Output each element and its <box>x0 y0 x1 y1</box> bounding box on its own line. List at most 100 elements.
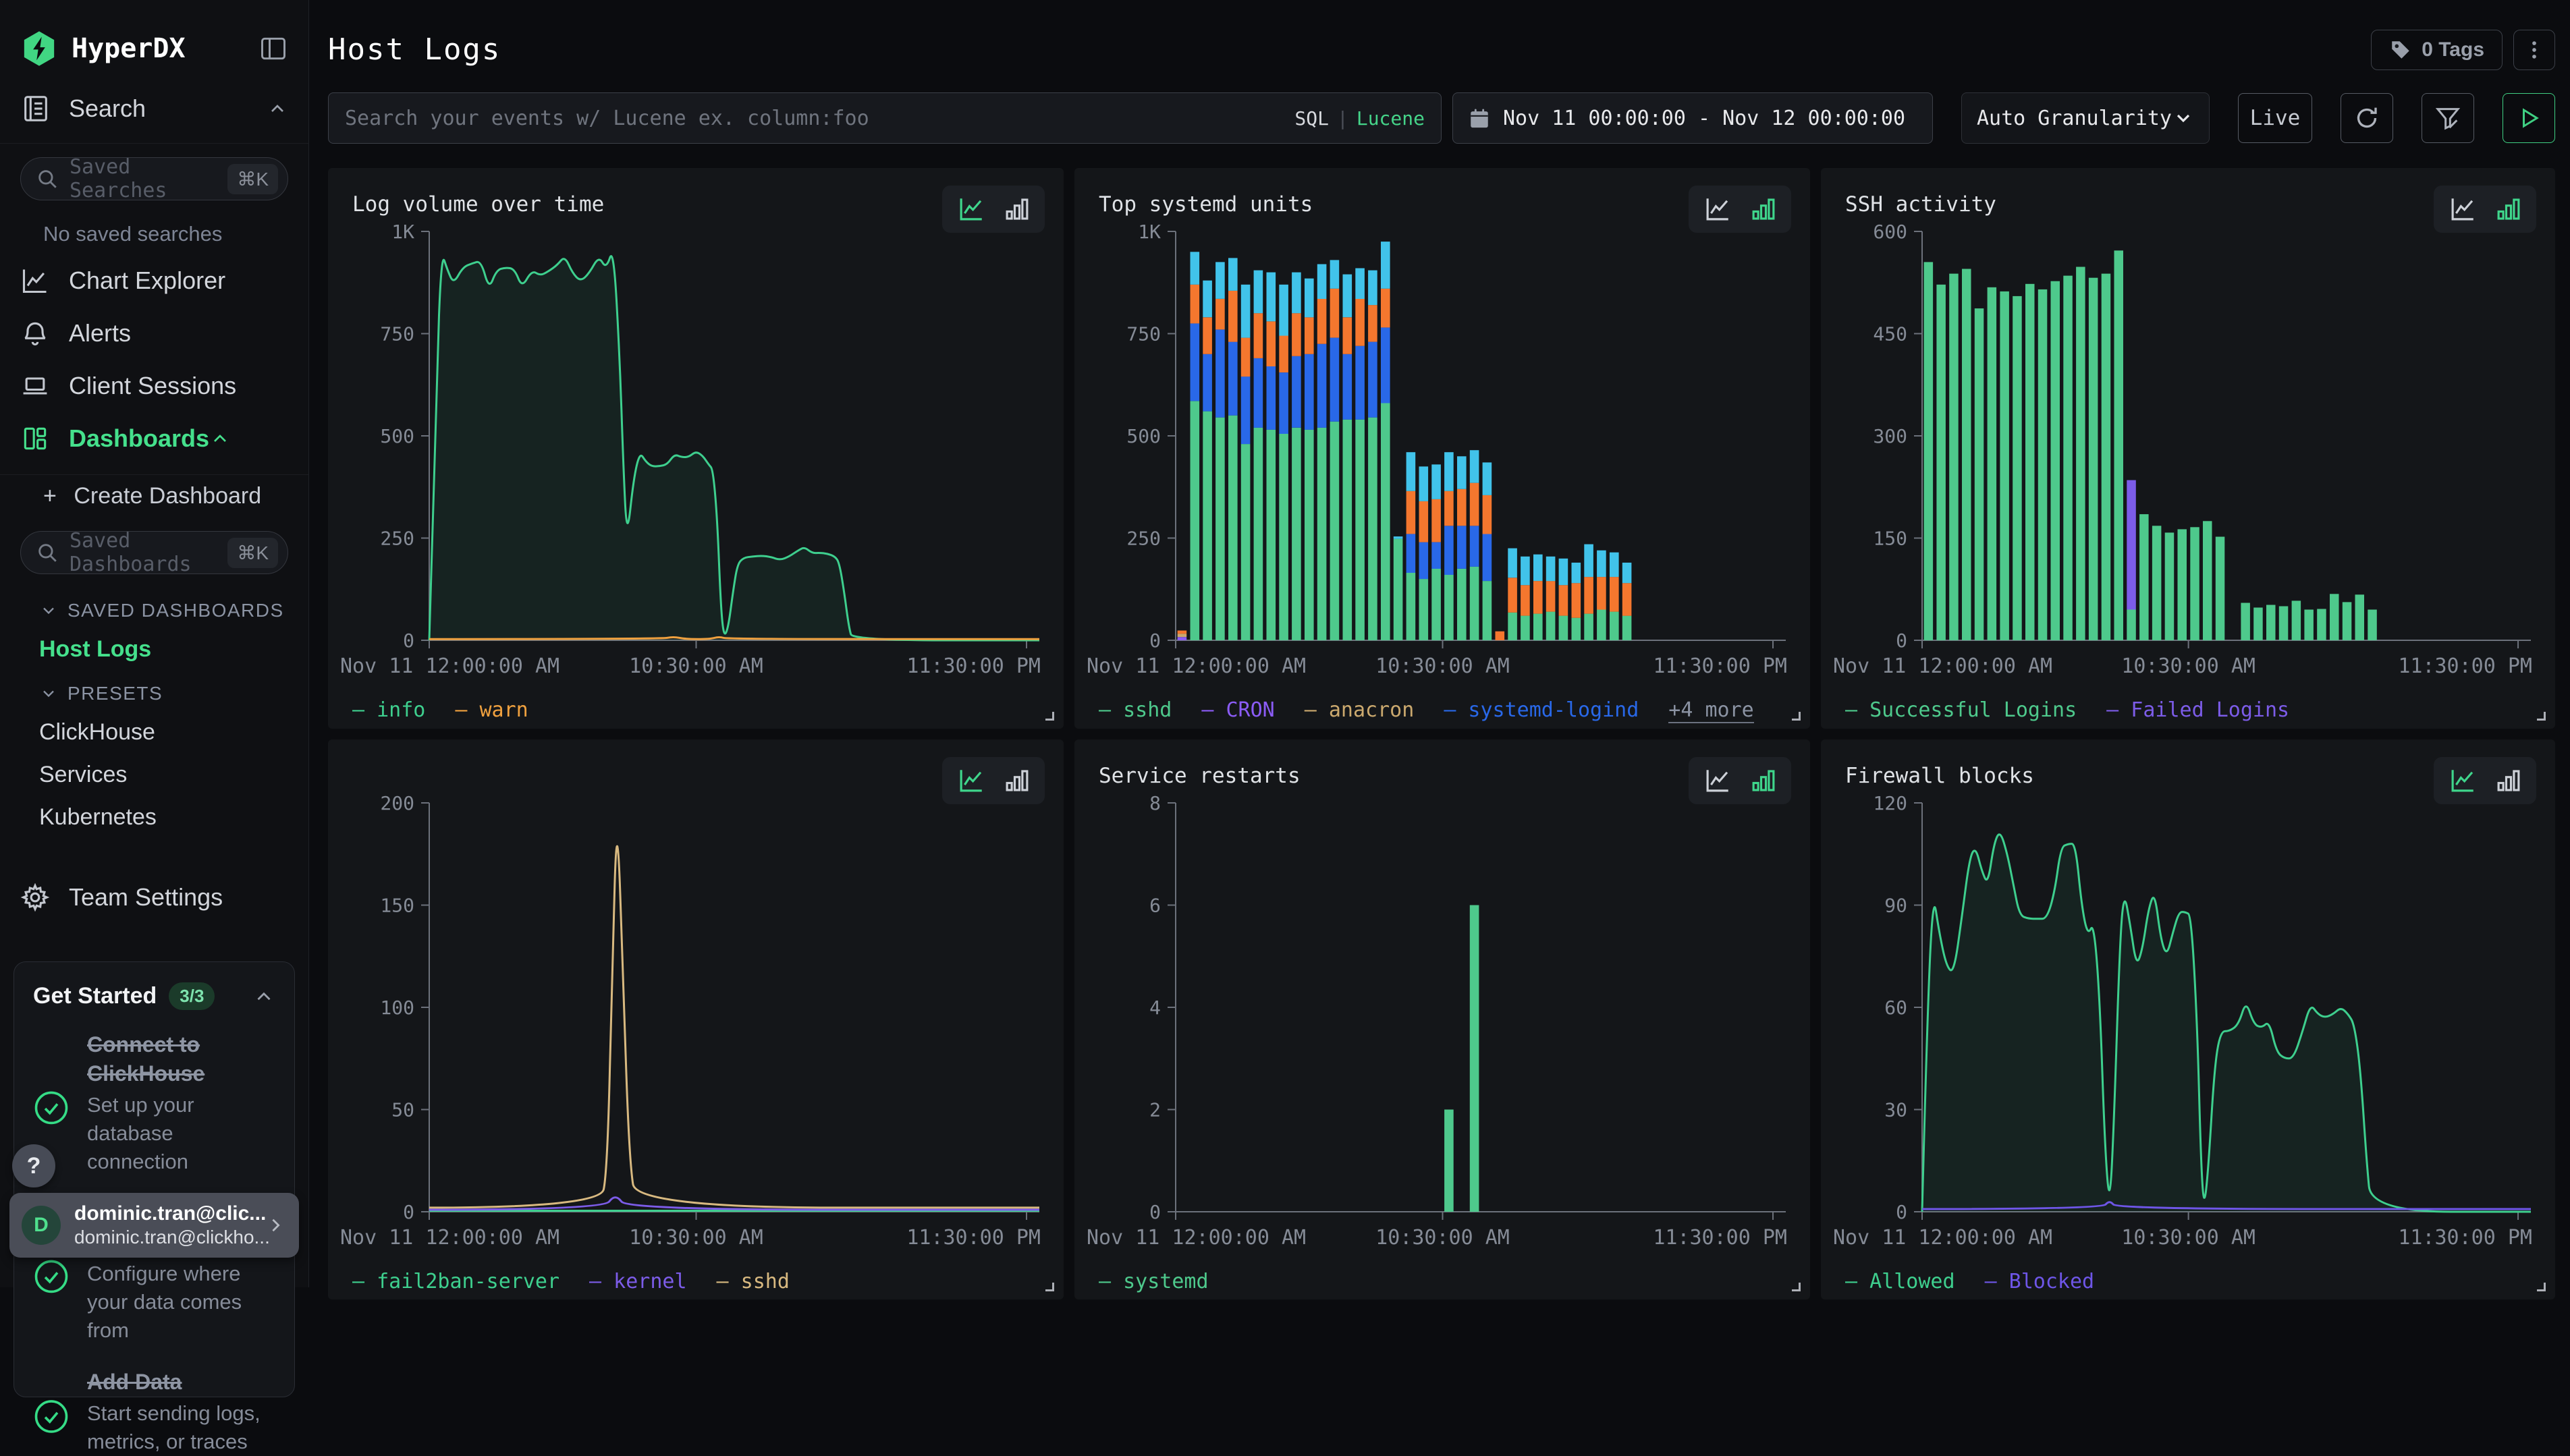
panel-menu-button[interactable] <box>2513 30 2555 70</box>
legend-item: — warn <box>455 698 528 722</box>
help-button[interactable]: ? <box>12 1144 55 1187</box>
filter-button[interactable] <box>2422 93 2474 143</box>
sql-mode-toggle[interactable]: SQL <box>1294 107 1329 130</box>
chart-legend: — fail2ban-server— kernel— sshd <box>352 1270 790 1293</box>
search-icon <box>36 167 59 190</box>
shortcut-badge: ⌘K <box>227 164 278 194</box>
line-view-icon[interactable] <box>2447 766 2478 795</box>
bar-view-icon[interactable] <box>1749 195 1778 223</box>
dashboards-grid-icon <box>20 424 50 453</box>
bar-view-icon[interactable] <box>1003 766 1031 795</box>
chevron-up-icon <box>209 428 231 449</box>
panel-resize-handle[interactable] <box>1045 712 1054 721</box>
bar-view-icon[interactable] <box>2494 195 2523 223</box>
svg-text:1K: 1K <box>391 222 414 243</box>
svg-text:250: 250 <box>1126 528 1161 550</box>
get-started-step-connect[interactable]: Connect to ClickHouse Set up your databa… <box>33 1030 275 1176</box>
shortcut-badge: ⌘K <box>227 538 278 568</box>
main-content: Host Logs 0 Tags Search your events w/ L… <box>309 0 2570 1287</box>
svg-text:Nov 11 12:00:00 AM: Nov 11 12:00:00 AM <box>340 1226 559 1250</box>
user-account-chip[interactable]: D dominic.tran@clic... dominic.tran@clic… <box>9 1193 299 1258</box>
saved-dashboards-section[interactable]: SAVED DASHBOARDS <box>0 588 308 628</box>
line-view-icon[interactable] <box>2447 195 2478 223</box>
legend-item: — Failed Logins <box>2106 698 2289 722</box>
get-started-step-add-data[interactable]: Add Data Start sending logs, metrics, or… <box>33 1368 275 1456</box>
granularity-select[interactable]: Auto Granularity <box>1961 92 2210 144</box>
sidebar-item-chart-explorer[interactable]: Chart Explorer <box>0 254 308 307</box>
tags-button[interactable]: 0 Tags <box>2371 30 2503 70</box>
panel-resize-handle[interactable] <box>2537 712 2546 721</box>
svg-text:10:30:00 AM: 10:30:00 AM <box>629 1226 763 1250</box>
create-dashboard-button[interactable]: + Create Dashboard <box>0 475 308 517</box>
sidebar-item-dashboards[interactable]: Dashboards <box>0 412 308 465</box>
event-search-input[interactable]: Search your events w/ Lucene ex. column:… <box>328 92 1442 144</box>
line-view-icon[interactable] <box>956 766 987 795</box>
svg-text:90: 90 <box>1884 895 1907 917</box>
presets-section[interactable]: PRESETS <box>0 671 308 711</box>
saved-searches-input[interactable]: Saved Searches ⌘K <box>20 157 288 200</box>
svg-text:500: 500 <box>380 425 414 447</box>
svg-text:150: 150 <box>1873 528 1907 550</box>
sidebar-item-label: Dashboards <box>69 424 209 453</box>
sidebar-item-search[interactable]: Search <box>0 74 308 143</box>
chevron-right-icon <box>265 1214 287 1237</box>
create-dashboard-label: Create Dashboard <box>74 483 261 509</box>
sidebar-item-alerts[interactable]: Alerts <box>0 307 308 360</box>
live-button[interactable]: Live <box>2238 93 2312 143</box>
svg-text:0: 0 <box>1149 1201 1161 1223</box>
svg-text:1K: 1K <box>1138 222 1161 243</box>
legend-item: — Allowed <box>1845 1270 1955 1293</box>
svg-text:Nov 11 12:00:00 AM: Nov 11 12:00:00 AM <box>1087 654 1306 678</box>
lucene-mode-toggle[interactable]: Lucene <box>1357 107 1425 130</box>
date-range-picker[interactable]: Nov 11 00:00:00 - Nov 12 00:00:00 <box>1452 92 1933 144</box>
preset-link-services[interactable]: Services <box>0 754 308 796</box>
svg-text:4: 4 <box>1149 997 1161 1019</box>
legend-item: — CRON <box>1201 698 1274 723</box>
line-view-icon[interactable] <box>956 195 987 223</box>
svg-text:500: 500 <box>1126 425 1161 447</box>
get-started-card: Get Started 3/3 Connect to ClickHouse Se… <box>13 961 295 1397</box>
svg-text:0: 0 <box>403 629 414 652</box>
event-search-placeholder: Search your events w/ Lucene ex. column:… <box>345 107 1294 130</box>
refresh-button[interactable] <box>2341 93 2393 143</box>
sidebar-item-client-sessions[interactable]: Client Sessions <box>0 360 308 412</box>
line-view-icon[interactable] <box>1702 195 1733 223</box>
legend-item: — systemd-logind <box>1444 698 1639 723</box>
chevron-up-icon[interactable] <box>252 985 275 1008</box>
line-view-icon[interactable] <box>1702 766 1733 795</box>
legend-more-link[interactable]: +4 more <box>1668 698 1753 723</box>
refresh-icon <box>2353 105 2380 132</box>
dashboard-link-host-logs[interactable]: Host Logs <box>0 628 308 671</box>
svg-text:6: 6 <box>1149 895 1161 917</box>
saved-dashboards-input[interactable]: Saved Dashboards ⌘K <box>20 531 288 574</box>
calendar-icon <box>1468 107 1491 130</box>
svg-text:30: 30 <box>1884 1099 1907 1121</box>
svg-text:11:30:00 PM: 11:30:00 PM <box>1653 654 1787 678</box>
run-query-button[interactable] <box>2503 93 2555 143</box>
panel-resize-handle[interactable] <box>1792 712 1801 721</box>
svg-text:Nov 11 12:00:00 AM: Nov 11 12:00:00 AM <box>340 654 559 678</box>
get-started-title: Get Started <box>33 983 157 1009</box>
svg-text:Nov 11 12:00:00 AM: Nov 11 12:00:00 AM <box>1833 654 2052 678</box>
sidebar-collapse-icon[interactable] <box>258 34 288 63</box>
bar-view-icon[interactable] <box>2494 766 2523 795</box>
svg-text:8: 8 <box>1149 793 1161 814</box>
svg-text:Nov 11 12:00:00 AM: Nov 11 12:00:00 AM <box>1087 1226 1306 1250</box>
preset-link-clickhouse[interactable]: ClickHouse <box>0 711 308 754</box>
svg-text:150: 150 <box>380 895 414 917</box>
legend-item: — Blocked <box>1985 1270 2095 1293</box>
sidebar-item-team-settings[interactable]: Team Settings <box>0 871 308 924</box>
preset-link-kubernetes[interactable]: Kubernetes <box>0 796 308 839</box>
bar-view-icon[interactable] <box>1749 766 1778 795</box>
bar-view-icon[interactable] <box>1003 195 1031 223</box>
